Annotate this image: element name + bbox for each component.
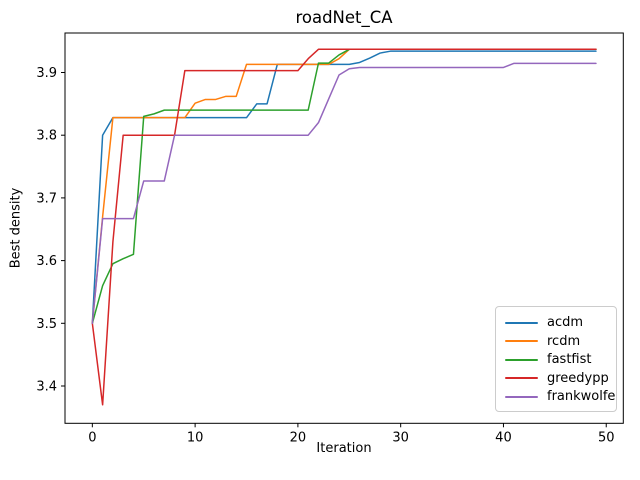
legend-label: acdm (547, 315, 584, 330)
legend-swatch-greedypp (505, 377, 538, 379)
legend-label: fastfist (547, 352, 592, 367)
x-tick-label: 40 (495, 430, 512, 445)
y-tick-label: 3.5 (36, 317, 57, 332)
y-tick-label: 3.7 (36, 191, 57, 206)
legend-label: greedypp (547, 370, 609, 386)
series-line-frankwolfe (91, 62, 597, 325)
y-tick-label: 3.8 (36, 129, 57, 144)
series-line-greedypp (91, 48, 597, 406)
legend-item-frankwolfe: frankwolfe (505, 388, 615, 405)
legend-item-fastfist: fastfist (505, 351, 608, 368)
series-line-rcdm (91, 48, 597, 325)
x-tick-label: 0 (88, 430, 96, 445)
x-axis-label: Iteration (316, 441, 372, 456)
y-tick-label: 3.6 (36, 254, 57, 269)
legend-label: frankwolfe (547, 389, 616, 404)
legend-swatch-frankwolfe (505, 395, 538, 398)
legend-item-rcdm: rcdm (505, 333, 608, 350)
legend-item-acdm: acdm (505, 314, 608, 331)
legend-swatch-rcdm (505, 340, 538, 342)
series-line-fastfist (91, 48, 597, 325)
x-tick-label: 20 (290, 430, 307, 445)
y-axis-label: Best density (8, 187, 24, 269)
x-tick-label: 50 (598, 430, 615, 445)
y-tick-label: 3.4 (36, 379, 57, 394)
legend-item-greedypp: greedypp (505, 370, 609, 387)
x-tick-label: 30 (392, 430, 409, 445)
legend-label: rcdm (547, 333, 581, 349)
series-line-acdm (91, 50, 597, 325)
y-tick-label: 3.9 (36, 66, 57, 81)
legend: acdm rcdm fastfist greedypp frankwolfe (495, 306, 617, 412)
legend-swatch-fastfist (505, 358, 538, 361)
plot-frame (64, 32, 624, 424)
chart-title: roadNet_CA (295, 8, 393, 27)
x-tick-label: 10 (187, 430, 204, 445)
legend-swatch-acdm (505, 321, 538, 324)
